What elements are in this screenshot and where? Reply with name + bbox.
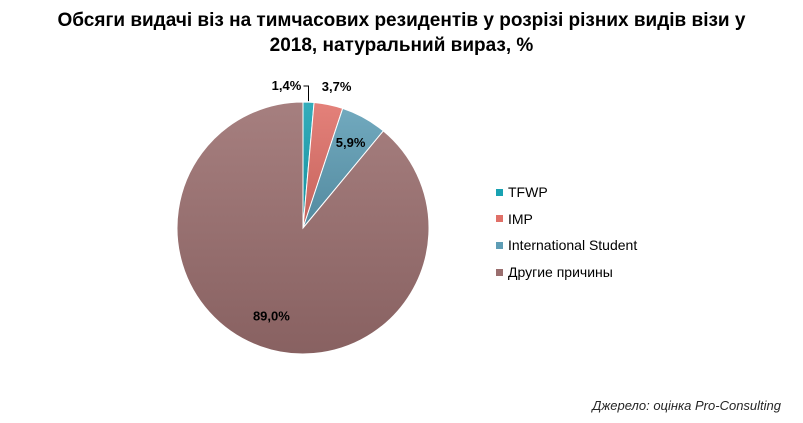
data-label-imp: 3,7% <box>322 79 352 94</box>
data-label-tfwp: 1,4% <box>272 78 302 93</box>
pie-slice-other-reasons <box>176 101 430 355</box>
data-labels: 1,4% 3,7% 5,9% 89,0% <box>253 78 366 324</box>
legend-swatch-international-student <box>496 241 503 249</box>
source-note: Джерело: оцінка Pro-Consulting <box>592 398 781 413</box>
chart-title-line-1: Обсяги видачі віз на тимчасових резидент… <box>57 10 746 31</box>
legend-swatch-imp <box>496 215 503 223</box>
legend-item-tfwp: TFWP <box>496 179 637 206</box>
legend-swatch-tfwp <box>496 188 503 196</box>
legend-item-imp: IMP <box>496 206 637 233</box>
data-label-other-reasons: 89,0% <box>253 309 290 324</box>
pie-slices <box>176 101 430 355</box>
legend-label-other-reasons: Другие причины <box>508 264 613 281</box>
leader-lines <box>303 85 309 102</box>
leader-line-tfwp <box>303 85 309 102</box>
chart-legend: TFWP IMP International Student Другие пр… <box>496 179 637 285</box>
legend-label-tfwp: TFWP <box>508 184 548 201</box>
legend-item-international-student: International Student <box>496 232 637 259</box>
legend-label-international-student: International Student <box>508 237 638 254</box>
chart-title-line-2: 2018, натуральний вираз, % <box>269 35 534 56</box>
legend-item-other-reasons: Другие причины <box>496 259 637 286</box>
legend-label-imp: IMP <box>508 210 533 227</box>
data-label-international-student: 5,9% <box>336 135 366 150</box>
chart-title: Обсяги видачі віз на тимчасових резидент… <box>0 8 803 58</box>
legend-swatch-other-reasons <box>496 268 503 276</box>
